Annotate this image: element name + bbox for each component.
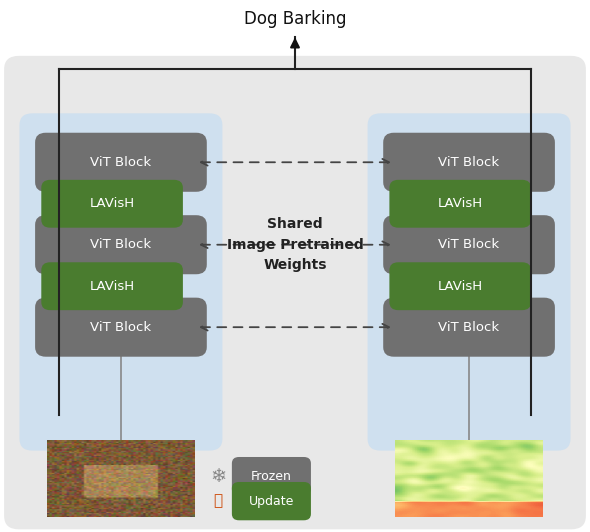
FancyBboxPatch shape xyxy=(232,482,311,520)
FancyBboxPatch shape xyxy=(384,215,555,275)
Text: ViT Block: ViT Block xyxy=(438,156,500,169)
FancyBboxPatch shape xyxy=(232,457,311,495)
FancyBboxPatch shape xyxy=(384,298,555,356)
FancyBboxPatch shape xyxy=(35,215,206,275)
Text: 🔥: 🔥 xyxy=(214,494,223,509)
FancyBboxPatch shape xyxy=(19,113,222,451)
FancyBboxPatch shape xyxy=(35,298,206,356)
FancyBboxPatch shape xyxy=(41,262,183,310)
Text: Shared
Image Pretrained
Weights: Shared Image Pretrained Weights xyxy=(227,217,363,272)
Text: ❄: ❄ xyxy=(210,467,227,486)
Text: ViT Block: ViT Block xyxy=(90,156,152,169)
FancyBboxPatch shape xyxy=(35,133,206,192)
FancyBboxPatch shape xyxy=(384,133,555,192)
Text: ViT Block: ViT Block xyxy=(438,321,500,334)
Text: Frozen: Frozen xyxy=(251,470,292,483)
FancyBboxPatch shape xyxy=(41,180,183,228)
FancyBboxPatch shape xyxy=(4,56,586,529)
Text: LAVisH: LAVisH xyxy=(438,197,483,210)
Text: ViT Block: ViT Block xyxy=(90,321,152,334)
Text: LAVisH: LAVisH xyxy=(90,280,135,293)
Text: Dog Barking: Dog Barking xyxy=(244,10,346,28)
FancyBboxPatch shape xyxy=(389,262,531,310)
Text: LAVisH: LAVisH xyxy=(438,280,483,293)
Text: ViT Block: ViT Block xyxy=(90,238,152,251)
Text: Update: Update xyxy=(249,495,294,508)
Text: LAVisH: LAVisH xyxy=(90,197,135,210)
FancyBboxPatch shape xyxy=(389,180,531,228)
FancyBboxPatch shape xyxy=(368,113,571,451)
Text: ViT Block: ViT Block xyxy=(438,238,500,251)
